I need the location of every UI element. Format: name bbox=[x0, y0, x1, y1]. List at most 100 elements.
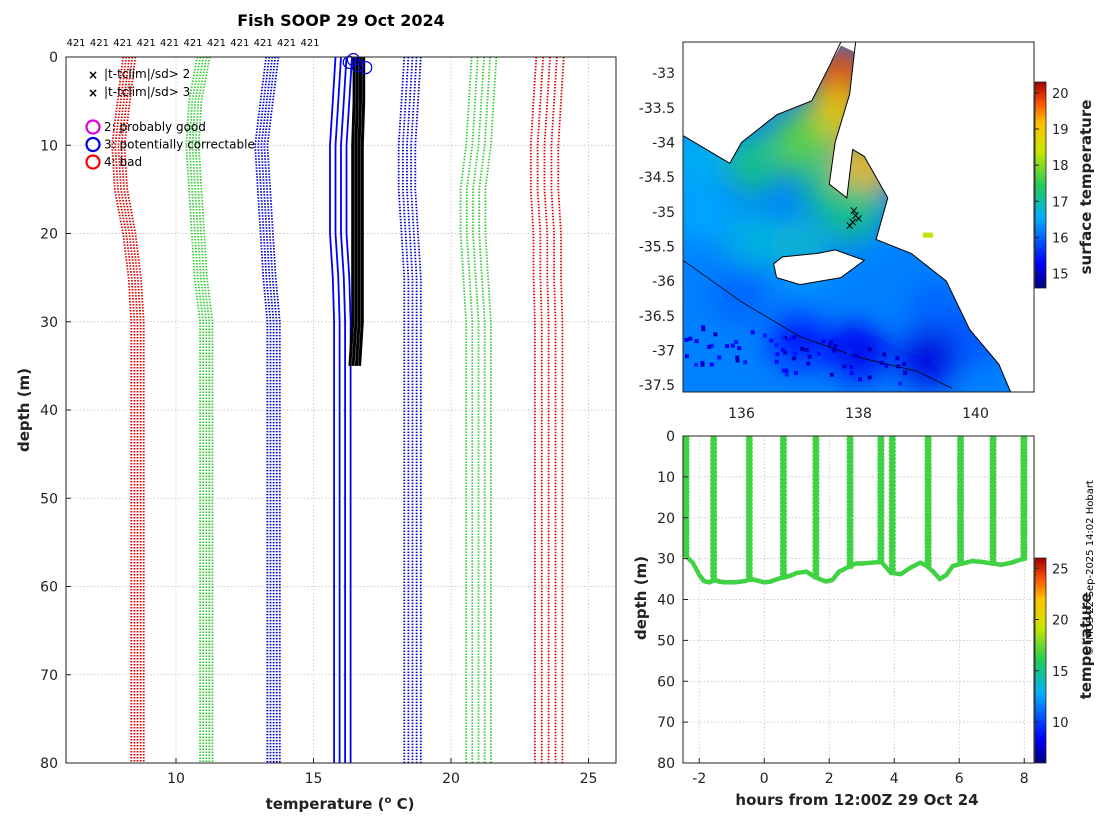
depthtime-cast-point bbox=[927, 508, 932, 514]
depthtime-cast-point bbox=[1022, 501, 1028, 507]
depthtime-cast-point bbox=[891, 460, 896, 465]
depthtime-cast-point bbox=[992, 536, 997, 541]
depthtime-cast-point bbox=[1022, 478, 1028, 483]
profile-line-clim-2sd bbox=[484, 57, 498, 763]
depthtime-cast-point bbox=[959, 493, 965, 499]
sst-cold-pixel bbox=[828, 342, 833, 347]
profile-xtick-label: 20 bbox=[442, 771, 460, 787]
depthtime-cast-point bbox=[748, 441, 753, 447]
depthtime-cast-point bbox=[712, 573, 718, 579]
legend-flag-label: |t-tclim|/sd> 2 bbox=[104, 67, 190, 81]
map-colorbar-tick-label: 17 bbox=[1052, 195, 1069, 210]
depthtime-cast-point bbox=[959, 490, 965, 496]
map-ytick-label: -34 bbox=[652, 135, 675, 151]
sst-cold-pixel bbox=[854, 353, 859, 358]
depthtime-colorbar-tick-label: 15 bbox=[1052, 665, 1069, 680]
sst-cold-pixel bbox=[694, 362, 699, 367]
sst-blob bbox=[723, 209, 784, 270]
depthtime-cast-point bbox=[748, 445, 753, 451]
depthtime-cast-point bbox=[959, 532, 965, 538]
sst-cold-pixel bbox=[895, 356, 900, 361]
depthtime-cast-point bbox=[891, 544, 896, 549]
profile-series bbox=[111, 57, 565, 763]
depthtime-grid bbox=[683, 435, 1034, 764]
sst-cold-pixel bbox=[879, 360, 884, 365]
sst-cold-pixel bbox=[847, 352, 852, 357]
depthtime-cast-point bbox=[684, 545, 690, 551]
depthtime-cast-point bbox=[1022, 512, 1028, 517]
depthtime-cast-point bbox=[782, 571, 787, 576]
profile-count-label: 421 bbox=[207, 38, 226, 49]
sst-cold-pixel bbox=[829, 372, 834, 377]
sst-cold-pixel bbox=[903, 370, 908, 375]
profile-line-clim-2sd bbox=[191, 57, 208, 763]
profile-count-label: 421 bbox=[90, 38, 109, 49]
sst-cold-pixel bbox=[806, 361, 811, 366]
depthtime-cast-point bbox=[849, 473, 854, 479]
depthtime-cast-point bbox=[814, 437, 820, 443]
depthtime-cast-point bbox=[879, 528, 885, 533]
sst-blob bbox=[822, 181, 883, 242]
sst-cold-pixel bbox=[730, 343, 735, 348]
sst-cold-pixel bbox=[781, 368, 786, 373]
depthtime-cast-point bbox=[879, 549, 885, 554]
depthtime-cast-point bbox=[992, 554, 997, 559]
land-kangaroo-island bbox=[773, 249, 866, 286]
depthtime-cast-point bbox=[814, 555, 820, 561]
depthtime-cast-point bbox=[959, 444, 965, 449]
sst-cold-pixel bbox=[762, 333, 767, 338]
depthtime-cast-point bbox=[814, 436, 820, 439]
sst-cold-pixel bbox=[709, 343, 714, 348]
sst-cold-pixel bbox=[807, 354, 812, 359]
depthtime-cast-point bbox=[684, 460, 690, 465]
depthtime-cast-point bbox=[891, 502, 896, 507]
depthtime-cast-point bbox=[992, 543, 997, 549]
depthtime-cast-point bbox=[849, 455, 854, 461]
depthtime-cast-point bbox=[849, 520, 854, 526]
profile-line-clim-3sd bbox=[550, 57, 558, 763]
depthtime-cast-point bbox=[959, 465, 965, 471]
profile-ytick-label: 80 bbox=[40, 756, 58, 772]
depthtime-cast-point bbox=[927, 523, 932, 528]
profile-ytick-label: 70 bbox=[40, 668, 58, 684]
depthtime-cast-point bbox=[992, 515, 997, 520]
depthtime-cast-point bbox=[814, 445, 820, 451]
depthtime-cast-point bbox=[891, 566, 896, 572]
depthtime-cast-point bbox=[992, 447, 997, 453]
depthtime-cast-point bbox=[712, 545, 718, 551]
depthtime-cast-point bbox=[849, 477, 854, 482]
depthtime-cast-point bbox=[684, 499, 690, 505]
depthtime-cast-point bbox=[891, 456, 896, 462]
depthtime-cast-point bbox=[814, 516, 820, 521]
depthtime-cast-point bbox=[1022, 491, 1028, 497]
depthtime-cast-point bbox=[814, 524, 820, 529]
profile-line-clim-2sd bbox=[465, 57, 479, 763]
depthtime-cast-point bbox=[891, 532, 896, 538]
depthtime-cast-point bbox=[891, 551, 896, 557]
depthtime-cast-point bbox=[684, 509, 690, 514]
depthtime-cast-point bbox=[927, 451, 932, 457]
depthtime-cast-point bbox=[712, 441, 718, 447]
depthtime-cast-point bbox=[927, 541, 932, 546]
depthtime-cast-point bbox=[712, 469, 718, 475]
depthtime-colorbar-tick-label: 20 bbox=[1052, 614, 1069, 629]
depthtime-cast-point bbox=[927, 490, 932, 496]
depthtime-cast-point bbox=[992, 529, 997, 534]
depthtime-cast-point bbox=[1022, 440, 1028, 446]
depthtime-cast-point bbox=[959, 458, 965, 464]
sst-cold-pixel bbox=[725, 344, 730, 349]
depthtime-cast-point bbox=[849, 466, 854, 472]
sst-cold-pixel bbox=[898, 381, 903, 386]
depthtime-cast-point bbox=[782, 461, 787, 466]
sst-cold-pixel bbox=[737, 346, 742, 351]
depthtime-cast-point bbox=[712, 465, 718, 471]
map-colorbar-label: surface temperature bbox=[1077, 100, 1095, 275]
legend-circle-marker bbox=[85, 136, 101, 153]
profile-line-clim-mean bbox=[340, 57, 348, 763]
depthtime-cast-point bbox=[992, 550, 997, 556]
sst-cold-pixel bbox=[791, 335, 796, 340]
depthtime-cast-point bbox=[684, 440, 690, 445]
depthtime-cast-point bbox=[1022, 495, 1028, 500]
depthtime-cast-point bbox=[849, 524, 854, 530]
